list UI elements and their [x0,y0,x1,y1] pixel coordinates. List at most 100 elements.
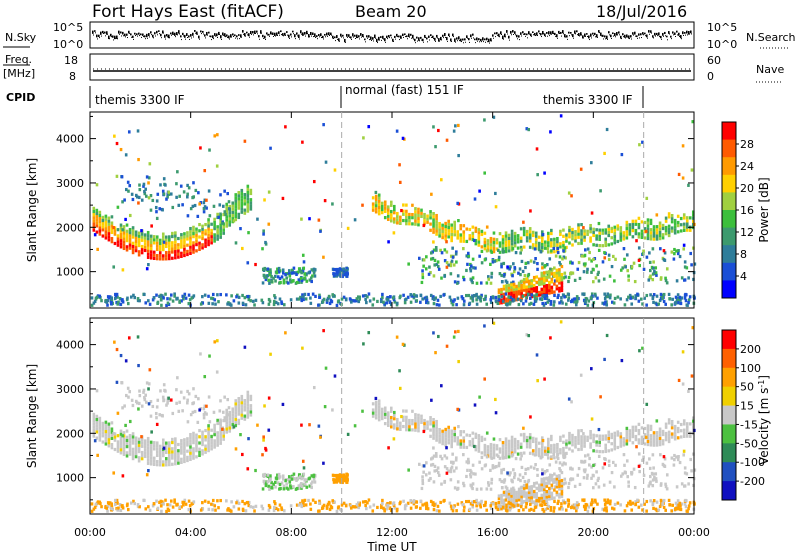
velocity-cell [155,447,159,451]
power-cell [422,258,426,262]
noise-sample [376,38,378,42]
velocity-cell [131,435,135,439]
velocity-cell [101,434,105,438]
power-cell [661,223,665,228]
velocity-cell [547,443,550,448]
velocity-cell [122,437,126,441]
velocity-cell [631,441,635,445]
power-cell [682,243,686,247]
power-cell [131,197,135,202]
power-cell [691,216,695,220]
search-noise-sample [639,37,640,39]
power-cell [658,227,662,231]
velocity-cell [519,445,523,449]
power-cell [505,300,508,304]
power-cell [401,136,405,140]
power-cell [156,192,160,196]
power-cell [525,229,529,234]
power-ytick-label: 3000 [56,177,84,190]
velocity-cell [229,509,233,513]
velocity-cell [625,436,629,440]
velocity-cell [522,494,526,498]
power-cell [174,231,177,235]
search-noise-sample [437,37,438,39]
velocity-cell [399,424,402,428]
noise-right-tick-bottom: 10^0 [707,38,737,51]
velocity-cell [584,454,587,458]
velocity-cell [302,503,305,508]
velocity-cell [152,441,156,445]
velocity-cell [293,477,297,481]
power-cell [526,274,530,278]
power-cell [468,301,472,305]
velocity-cell [658,504,662,509]
power-cell [417,216,420,221]
noise-sample [232,33,234,36]
power-cell [274,300,278,305]
power-cell [358,295,362,299]
power-cell [246,203,250,207]
velocity-cell [646,433,650,437]
power-cell [510,229,514,233]
power-cell [651,296,655,301]
power-cell [494,299,498,303]
power-cell [525,239,529,243]
power-cell [219,193,222,197]
velocity-cell [583,459,587,463]
power-cell [228,211,232,215]
power-cell [661,293,665,297]
search-noise-sample [169,37,170,39]
power-cell [178,194,181,198]
power-cell [158,247,162,252]
power-cell [444,237,447,241]
velocity-cell [116,434,120,438]
power-cell [435,223,438,227]
velocity-cell [441,442,444,446]
power-cell [549,302,553,306]
noise-sample [294,34,296,38]
velocity-cell [189,436,192,440]
power-cell [228,217,232,221]
velocity-cell [646,436,650,440]
velocity-cell [231,416,235,420]
velocity-cell [520,495,523,499]
velocity-cell [530,493,534,497]
noise-sample [166,34,168,37]
velocity-cell [505,492,508,497]
search-noise-sample [249,36,250,38]
velocity-cell [470,485,474,489]
velocity-cell [512,475,516,480]
velocity-cell [662,505,666,510]
velocity-cell [498,438,502,442]
power-cell [422,264,425,268]
power-cell [182,190,186,194]
noise-sample [348,34,350,37]
velocity-cell [512,496,516,500]
power-cell [297,278,301,282]
power-cell [118,296,122,301]
power-cell [500,294,504,299]
power-cell [558,276,561,280]
noise-sample [230,34,232,38]
power-cell [562,249,565,253]
power-cell [302,295,305,299]
velocity-cell [186,401,189,405]
search-noise-sample [567,38,568,40]
power-cell [225,208,228,213]
power-cell [286,281,290,285]
search-noise-sample [671,38,672,40]
velocity-cell [687,504,691,508]
velocity-cell [386,423,390,427]
noise-sample [202,30,204,33]
power-cell [635,239,638,243]
velocity-cell [354,505,358,509]
power-cell [213,217,216,221]
search-noise-sample [209,35,210,37]
velocity-cell [508,508,512,512]
power-cell [146,240,150,244]
velocity-cell [577,435,580,439]
velocity-cell [273,502,277,506]
power-cell [608,274,612,278]
velocity-cell [402,424,405,429]
power-cell [161,235,165,239]
